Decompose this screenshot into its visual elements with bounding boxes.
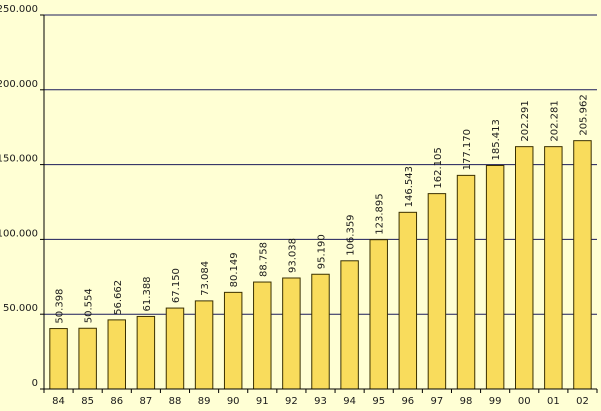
x-tick-label: 93 — [314, 396, 327, 407]
bar — [311, 273, 330, 390]
data-label: 80.149 — [229, 252, 240, 287]
bar — [573, 140, 592, 390]
bar — [515, 146, 534, 390]
y-tick-label: 200.000 — [0, 79, 38, 90]
x-tick-label: 90 — [227, 396, 240, 407]
bar — [427, 193, 447, 390]
y-tick-label: 250.000 — [0, 4, 38, 15]
y-axis-ticks: 0 50.000 100.000 150.000 200.000 250.000 — [0, 4, 44, 390]
bar — [136, 315, 156, 390]
gridlines — [44, 14, 597, 315]
x-tick-label: 84 — [52, 396, 65, 407]
x-tick-label: 85 — [81, 396, 94, 407]
bar — [49, 328, 68, 390]
x-tick-label: 89 — [198, 396, 211, 407]
bar — [107, 319, 126, 390]
data-label: 202.291 — [520, 100, 531, 141]
data-label: 88.758 — [258, 242, 269, 277]
data-label: 95.190 — [317, 234, 328, 269]
bar — [223, 291, 243, 390]
x-tick-label: 00 — [518, 396, 531, 407]
x-tick-label: 86 — [110, 396, 123, 407]
bar — [544, 146, 563, 390]
bar — [78, 327, 97, 390]
data-label: 93.038 — [287, 238, 298, 273]
data-label: 67.150 — [171, 268, 182, 303]
data-label: 123.895 — [375, 193, 386, 234]
bar — [456, 174, 476, 390]
data-label: 162.105 — [433, 147, 444, 188]
x-tick-label: 88 — [169, 396, 182, 407]
x-tick-label: 96 — [401, 396, 414, 407]
x-tick-label: 95 — [372, 396, 385, 407]
data-labels: 50.398 50.554 56.662 61.388 67.150 73.084 80.1… — [55, 94, 590, 323]
data-label: 50.554 — [84, 288, 95, 323]
data-label: 61.388 — [142, 276, 153, 311]
x-tick-label: 87 — [140, 396, 153, 407]
bar — [165, 307, 185, 390]
x-tick-label: 94 — [343, 396, 356, 407]
data-label: 146.543 — [404, 166, 415, 207]
bar — [253, 281, 272, 390]
bar — [340, 260, 359, 390]
x-axis-ticks: 84 85 86 87 88 89 90 91 92 93 94 95 96 97 98 99 00 01 02 — [43, 389, 598, 407]
y-tick-label: 0 — [32, 378, 38, 389]
data-label: 202.281 — [549, 100, 560, 141]
y-tick-label: 150.000 — [0, 154, 38, 165]
data-label: 205.962 — [578, 94, 589, 135]
data-label: 185.413 — [491, 119, 502, 160]
y-tick-label: 50.000 — [3, 303, 38, 314]
data-label: 73.084 — [200, 261, 211, 296]
x-tick-label: 98 — [460, 396, 473, 407]
bar — [485, 164, 505, 390]
bar — [369, 239, 388, 390]
bar — [282, 277, 301, 390]
bar — [398, 211, 418, 390]
x-tick-label: 97 — [431, 396, 444, 407]
y-tick-label: 100.000 — [0, 228, 38, 239]
x-tick-label: 01 — [547, 396, 560, 407]
bar — [194, 300, 214, 390]
data-label: 56.662 — [113, 280, 124, 315]
x-tick-label: 91 — [256, 396, 269, 407]
x-tick-label: 99 — [489, 396, 502, 407]
data-label: 50.398 — [55, 289, 66, 324]
data-label: 177.170 — [462, 129, 473, 170]
data-label: 106.359 — [346, 214, 357, 255]
x-tick-label: 02 — [576, 396, 589, 407]
x-tick-label: 92 — [285, 396, 298, 407]
